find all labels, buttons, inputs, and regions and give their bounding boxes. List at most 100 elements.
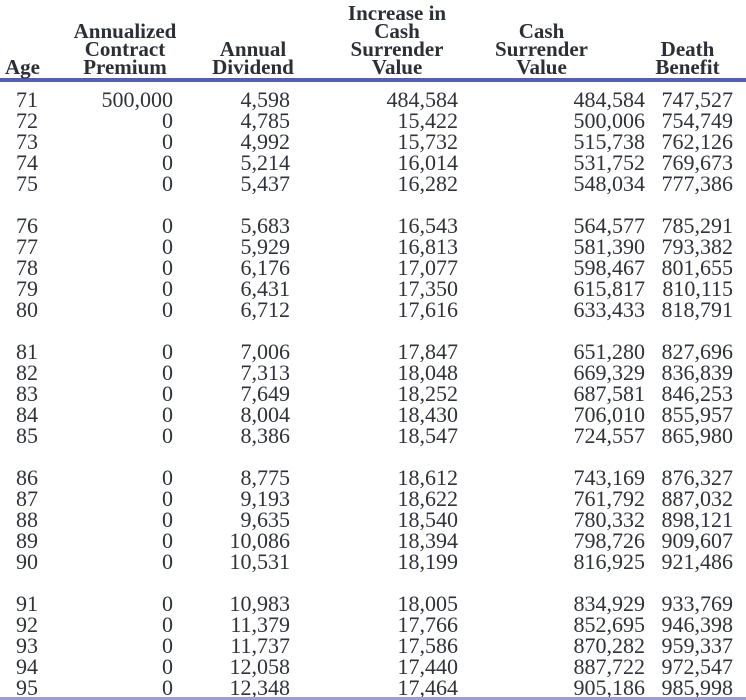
- table-row: 92 0 11,379 17,766 852,695 946,398: [0, 612, 746, 637]
- table-row: 82 0 7,313 18,048 669,329 836,839: [0, 360, 746, 385]
- increase-in-cash-surrender-value-cell: 18,612: [397, 465, 459, 490]
- annual-dividend-cell: 12,348: [229, 675, 291, 700]
- cash-surrender-value-cell: 633,433: [573, 297, 646, 322]
- annualized-contract-premium-cell: 0: [162, 612, 173, 637]
- group-spacer: [0, 320, 746, 341]
- table-row: 84 0 8,004 18,430 706,010 855,957: [0, 402, 746, 427]
- age-cell: 94: [16, 654, 38, 679]
- annualized-contract-premium-cell: 0: [162, 381, 173, 406]
- age-cell: 76: [16, 213, 38, 238]
- table-row: 72 0 4,785 15,422 500,006 754,749: [0, 108, 746, 133]
- increase-in-cash-surrender-value-cell: 16,813: [397, 234, 459, 259]
- cash-surrender-value-cell: 887,722: [573, 654, 646, 679]
- cash-surrender-value-cell: 598,467: [573, 255, 646, 280]
- spacer-cell: [0, 194, 746, 215]
- annual-dividend-cell: 10,531: [229, 549, 291, 574]
- bottom-rule: [0, 697, 746, 700]
- death-benefit-cell: 898,121: [661, 507, 734, 532]
- annual-dividend-cell: 5,214: [240, 150, 291, 175]
- annualized-contract-premium-cell: 0: [162, 213, 173, 238]
- table-row: 88 0 9,635 18,540 780,332 898,121: [0, 507, 746, 532]
- annual-dividend-cell: 10,086: [229, 528, 291, 553]
- header-row: Age Annualized Contract Premium Annual D…: [0, 0, 746, 82]
- annual-dividend-cell: 7,006: [240, 339, 291, 364]
- increase-in-cash-surrender-value-cell: 17,847: [397, 339, 459, 364]
- increase-in-cash-surrender-value-cell: 15,422: [397, 108, 459, 133]
- annualized-contract-premium-cell: 0: [162, 549, 173, 574]
- table-row: 85 0 8,386 18,547 724,557 865,980: [0, 423, 746, 448]
- age-cell: 83: [16, 381, 38, 406]
- annual-dividend-cell: 12,058: [229, 654, 291, 679]
- group-spacer: [0, 446, 746, 467]
- header-label: Surrender: [350, 37, 444, 61]
- age-cell: 72: [16, 108, 38, 133]
- increase-in-cash-surrender-value-cell: 17,350: [397, 276, 459, 301]
- annual-dividend-cell: 9,635: [240, 507, 291, 532]
- increase-in-cash-surrender-value-cell: 18,622: [397, 486, 459, 511]
- age-cell: 90: [16, 549, 38, 574]
- age-cell: 79: [16, 276, 38, 301]
- age-cell: 87: [16, 486, 38, 511]
- annualized-contract-premium-cell: 0: [162, 108, 173, 133]
- age-cell: 75: [16, 171, 38, 196]
- death-benefit-cell: 747,527: [661, 87, 734, 112]
- annualized-contract-premium-cell: 0: [162, 129, 173, 154]
- cash-surrender-value-cell: 905,186: [573, 675, 646, 700]
- increase-in-cash-surrender-value-cell: 18,048: [397, 360, 459, 385]
- annualized-contract-premium-cell: 0: [162, 402, 173, 427]
- annualized-contract-premium-cell: 0: [162, 528, 173, 553]
- group-spacer: [0, 194, 746, 215]
- column-header-annualized-contract-premium: Annualized Contract Premium: [42, 0, 176, 82]
- age-cell: 91: [16, 591, 38, 616]
- annual-dividend-cell: 9,193: [240, 486, 291, 511]
- table-row: 94 0 12,058 17,440 887,722 972,547: [0, 654, 746, 679]
- header-label: Benefit: [655, 55, 720, 79]
- death-benefit-cell: 762,126: [661, 129, 734, 154]
- annualized-contract-premium-cell: 0: [162, 150, 173, 175]
- death-benefit-cell: 754,749: [661, 108, 734, 133]
- annual-dividend-cell: 4,598: [240, 87, 291, 112]
- death-benefit-cell: 946,398: [661, 612, 734, 637]
- annual-dividend-cell: 8,386: [240, 423, 291, 448]
- increase-in-cash-surrender-value-cell: 17,077: [397, 255, 459, 280]
- table-row: 76 0 5,683 16,543 564,577 785,291: [0, 213, 746, 238]
- increase-in-cash-surrender-value-cell: 18,252: [397, 381, 459, 406]
- header-label: Death: [660, 37, 715, 61]
- header-label: Age: [5, 55, 40, 79]
- cash-surrender-value-cell: 761,792: [573, 486, 646, 511]
- death-benefit-cell: 793,382: [661, 234, 734, 259]
- annual-dividend-cell: 5,437: [240, 171, 291, 196]
- increase-in-cash-surrender-value-cell: 15,732: [397, 129, 459, 154]
- table-row: 95 0 12,348 17,464 905,186 985,998: [0, 675, 746, 700]
- annual-dividend-cell: 6,176: [240, 255, 291, 280]
- annualized-contract-premium-cell: 0: [162, 507, 173, 532]
- spacer-cell: [0, 572, 746, 593]
- cash-surrender-value-cell: 651,280: [573, 339, 646, 364]
- annualized-contract-premium-cell: 0: [162, 297, 173, 322]
- increase-in-cash-surrender-value-cell: 18,540: [397, 507, 459, 532]
- table-row: 90 0 10,531 18,199 816,925 921,486: [0, 549, 746, 574]
- increase-in-cash-surrender-value-cell: 17,586: [397, 633, 459, 658]
- table-row: 89 0 10,086 18,394 798,726 909,607: [0, 528, 746, 553]
- annualized-contract-premium-cell: 0: [162, 423, 173, 448]
- death-benefit-cell: 836,839: [661, 360, 734, 385]
- death-benefit-cell: 959,337: [661, 633, 734, 658]
- annualized-contract-premium-cell: 0: [162, 654, 173, 679]
- cash-surrender-value-cell: 581,390: [573, 234, 646, 259]
- column-header-death-benefit: Death Benefit: [649, 0, 746, 82]
- age-cell: 93: [16, 633, 38, 658]
- increase-in-cash-surrender-value-cell: 484,584: [386, 87, 459, 112]
- age-cell: 84: [16, 402, 38, 427]
- table-header: Age Annualized Contract Premium Annual D…: [0, 0, 746, 82]
- increase-in-cash-surrender-value-cell: 16,014: [397, 150, 459, 175]
- age-cell: 80: [16, 297, 38, 322]
- increase-in-cash-surrender-value-cell: 16,282: [397, 171, 459, 196]
- header-label: Cash: [374, 19, 420, 43]
- death-benefit-cell: 933,769: [661, 591, 734, 616]
- annualized-contract-premium-cell: 0: [162, 360, 173, 385]
- increase-in-cash-surrender-value-cell: 17,440: [397, 654, 459, 679]
- cash-surrender-value-cell: 500,006: [573, 108, 646, 133]
- annualized-contract-premium-cell: 0: [162, 171, 173, 196]
- death-benefit-cell: 855,957: [661, 402, 734, 427]
- column-header-age: Age: [0, 0, 42, 82]
